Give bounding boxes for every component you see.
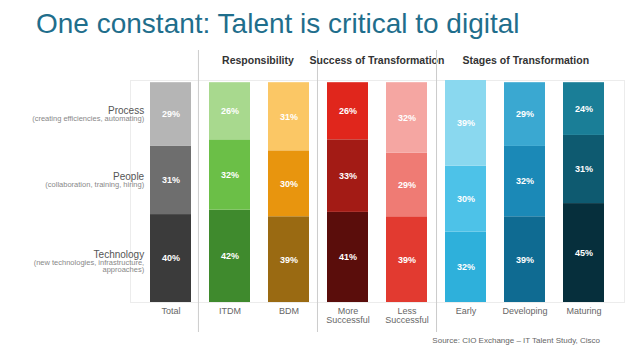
svg-text:31%: 31% — [162, 175, 180, 185]
svg-text:31%: 31% — [280, 112, 298, 122]
svg-text:24%: 24% — [575, 104, 593, 114]
svg-text:Maturing: Maturing — [566, 306, 601, 316]
svg-text:41%: 41% — [339, 252, 357, 262]
svg-text:39%: 39% — [516, 255, 534, 265]
html-text:One constant: Talent is critic: One constant: Talent is critical to digi… — [36, 8, 520, 39]
svg-text:39%: 39% — [398, 255, 416, 265]
svg-text:32%: 32% — [221, 170, 239, 180]
svg-text:Process: Process — [108, 104, 145, 116]
svg-text:32%: 32% — [398, 113, 416, 123]
svg-text:26%: 26% — [221, 106, 239, 116]
svg-text:30%: 30% — [457, 194, 475, 204]
svg-text:29%: 29% — [162, 109, 180, 119]
svg-text:29%: 29% — [516, 109, 534, 119]
svg-text:Technology: Technology — [93, 248, 145, 260]
svg-text:LessSuccessful: LessSuccessful — [385, 306, 429, 325]
svg-text:45%: 45% — [575, 248, 593, 258]
svg-text:(creating efficiencies, automa: (creating efficiencies, automating) — [32, 114, 145, 123]
svg-text:People: People — [113, 170, 145, 182]
svg-text:(collaboration, training, hiri: (collaboration, training, hiring) — [45, 180, 144, 189]
svg-text:Early: Early — [456, 306, 477, 316]
svg-text:Developing: Developing — [502, 306, 547, 316]
svg-text:39%: 39% — [457, 118, 475, 128]
svg-text:MoreSuccessful: MoreSuccessful — [326, 306, 370, 325]
svg-text:26%: 26% — [339, 106, 357, 116]
svg-text:(new technologies, infrastruct: (new technologies, infrastructure,approa… — [34, 258, 145, 275]
svg-text:42%: 42% — [221, 251, 239, 261]
svg-text:Total: Total — [161, 306, 180, 316]
svg-text:31%: 31% — [575, 164, 593, 174]
svg-text:33%: 33% — [339, 171, 357, 181]
svg-text:Success of Transformation: Success of Transformation — [310, 54, 445, 66]
svg-text:32%: 32% — [457, 262, 475, 272]
svg-text:29%: 29% — [398, 180, 416, 190]
svg-text:32%: 32% — [516, 176, 534, 186]
svg-text:30%: 30% — [280, 179, 298, 189]
svg-text:39%: 39% — [280, 255, 298, 265]
svg-text:ITDM: ITDM — [219, 306, 241, 316]
html-text:Source: CIO Exchange – IT Tale: Source: CIO Exchange – IT Talent Study, … — [432, 336, 600, 345]
svg-text:BDM: BDM — [279, 306, 299, 316]
svg-text:Responsibility: Responsibility — [222, 54, 294, 66]
svg-text:40%: 40% — [162, 253, 180, 263]
svg-text:Stages of Transformation: Stages of Transformation — [462, 54, 589, 66]
